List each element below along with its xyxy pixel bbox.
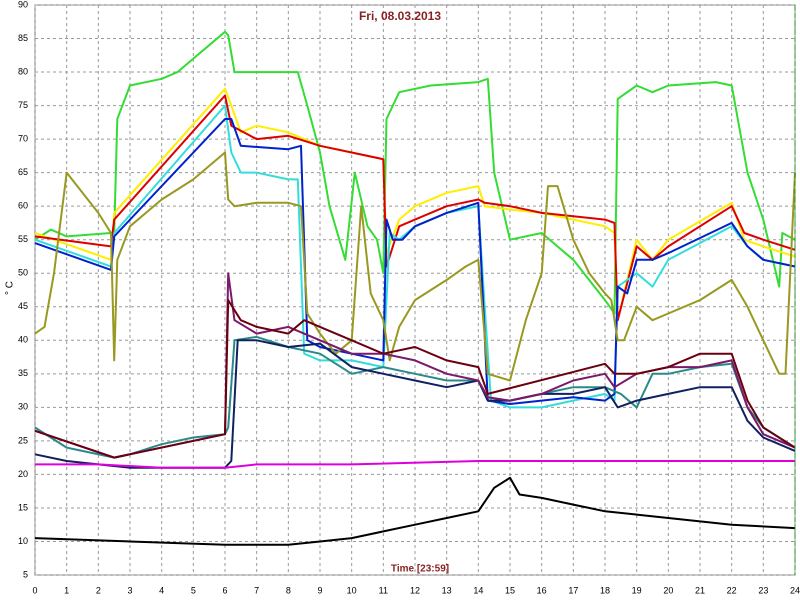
x-tick-label: 18 (600, 585, 610, 595)
series-line (34, 94, 796, 322)
series-line (34, 272, 796, 459)
x-tick-label: 2 (96, 585, 101, 595)
x-tick-label: 11 (379, 585, 388, 595)
x-tick-label: 12 (410, 585, 420, 595)
y-axis-label: ° C (5, 281, 16, 295)
x-axis-label: Time [23:59] (391, 564, 449, 575)
x-tick-label: 5 (191, 585, 196, 595)
chart-title: Fri, 08.03.2013 (359, 9, 441, 23)
x-tick-label: 7 (254, 585, 259, 595)
y-tick-label: 50 (18, 268, 28, 278)
series-line (34, 476, 796, 546)
y-tick-label: 25 (18, 435, 28, 445)
x-tick-label: 1 (64, 585, 69, 595)
x-tick-label: 15 (505, 585, 515, 595)
x-tick-label: 22 (727, 585, 737, 595)
series-line (34, 30, 796, 315)
y-tick-label: 55 (18, 234, 28, 244)
y-tick-label: 45 (18, 301, 28, 311)
x-tick-label: 13 (442, 585, 452, 595)
x-tick-label: 14 (473, 585, 483, 595)
y-tick-label: 75 (18, 100, 28, 110)
y-tick-label: 15 (18, 502, 28, 512)
y-tick-label: 70 (18, 133, 28, 143)
x-tick-label: 6 (222, 585, 227, 595)
y-tick-label: 90 (18, 0, 28, 9)
x-tick-label: 20 (663, 585, 673, 595)
y-tick-label: 40 (18, 335, 28, 345)
series-line (34, 118, 796, 405)
y-tick-label: 5 (23, 569, 28, 579)
x-tick-label: 0 (32, 585, 37, 595)
x-tick-label: 8 (286, 585, 291, 595)
x-tick-label: 9 (317, 585, 322, 595)
x-tick-label: 24 (790, 585, 800, 595)
y-tick-label: 60 (18, 201, 28, 211)
x-tick-label: 17 (568, 585, 578, 595)
series-line (35, 460, 795, 469)
y-tick-label: 10 (18, 536, 28, 546)
x-tick-label: 19 (632, 585, 642, 595)
x-tick-label: 21 (695, 585, 705, 595)
y-tick-label: 65 (18, 167, 28, 177)
series-lines (34, 30, 796, 546)
series-line (34, 151, 796, 382)
x-tick-label: 4 (159, 585, 164, 595)
x-tick-label: 3 (127, 585, 132, 595)
y-tick-label: 20 (18, 469, 28, 479)
y-tick-label: 85 (18, 33, 28, 43)
x-tick-label: 10 (347, 585, 357, 595)
x-tick-label: 23 (758, 585, 768, 595)
y-tick-label: 35 (18, 368, 28, 378)
x-tick-label: 16 (537, 585, 547, 595)
y-tick-label: 30 (18, 402, 28, 412)
series-line (34, 299, 796, 459)
y-tick-label: 80 (18, 66, 28, 76)
series-line (34, 335, 796, 459)
